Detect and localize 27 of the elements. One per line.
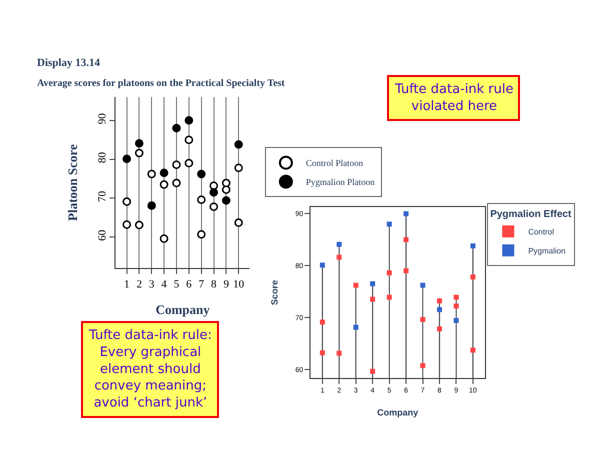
x-tick-label: 9 [223, 278, 230, 290]
y-tick-label: 80 [96, 152, 108, 164]
legend-title: Pygmalion Effect [490, 208, 572, 220]
chart-subtitle: Average scores for platoons on the Practical Specialty Test [37, 78, 286, 89]
x-tick-label: 3 [148, 278, 155, 290]
x-tick-label: 6 [186, 278, 192, 290]
y-axis-title: Score [270, 280, 280, 306]
y-tick-label: 90 [96, 112, 108, 124]
x-tick-label: 10 [233, 278, 245, 290]
legend-label: Control [528, 227, 554, 236]
x-axis-title: Company [377, 407, 418, 418]
legend-label: Pygmalion [528, 246, 566, 256]
y-axis-title: Platoon Score [65, 144, 80, 221]
legend-label: Pygmalion Platoon [306, 177, 376, 188]
x-tick-label: 7 [198, 278, 205, 290]
x-tick-label: 8 [211, 278, 218, 290]
text: Tufte data-ink rule: Every graphical element should convey meaning; avoid ‘chart junk’ [88, 328, 212, 411]
chart-title: Display 13.14 [37, 57, 100, 69]
x-axis-title: Company [156, 302, 210, 317]
x-tick-label: 5 [174, 278, 180, 290]
x-tick-label: 2 [136, 278, 142, 290]
text: Tufte data-ink rule violated here [394, 82, 514, 114]
y-tick-label: 70 [96, 190, 108, 202]
x-tick-label: 1 [124, 278, 130, 290]
legend-label: Control Platoon [306, 158, 364, 168]
y-tick-label: 60 [96, 229, 108, 241]
x-tick-label: 4 [161, 278, 168, 290]
